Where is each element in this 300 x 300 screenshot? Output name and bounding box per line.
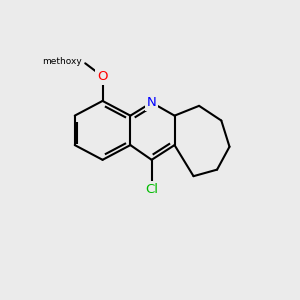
Text: N: N — [147, 96, 157, 109]
Text: Cl: Cl — [145, 183, 158, 196]
Text: methoxy: methoxy — [43, 57, 82, 66]
Text: O: O — [97, 70, 108, 83]
